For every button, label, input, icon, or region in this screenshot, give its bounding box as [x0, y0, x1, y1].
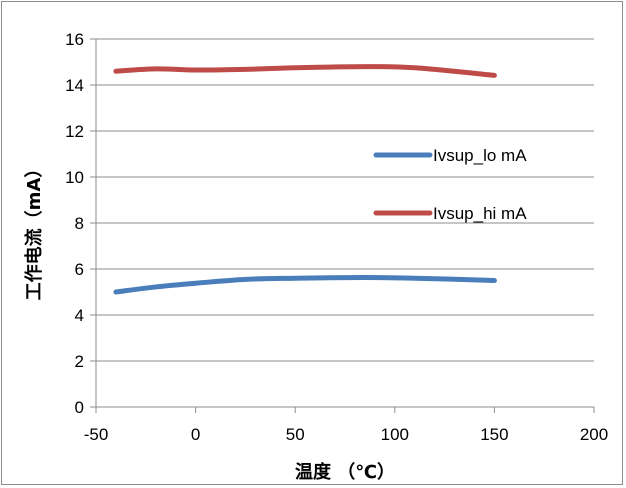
x-tick-label: -50: [84, 425, 109, 444]
y-tick-label: 14: [65, 76, 84, 95]
x-axis-title: 温度 （℃）: [295, 461, 395, 483]
y-tick-label: 12: [65, 122, 84, 141]
x-tick-label: 0: [191, 425, 200, 444]
x-tick-label: 200: [580, 425, 608, 444]
series-lines: [113, 64, 497, 295]
series-line-lo: [113, 275, 497, 295]
gridlines: [90, 38, 594, 408]
axes: [95, 39, 594, 408]
x-tick-label: 150: [480, 425, 508, 444]
series-line-hi: [113, 64, 497, 78]
y-tick-label: 16: [65, 30, 84, 49]
legend-label: Ivsup_hi mA: [433, 204, 527, 223]
x-tick-label: 100: [381, 425, 409, 444]
y-tick-label: 0: [75, 398, 84, 417]
y-tick-label: 6: [75, 260, 84, 279]
y-tick-label: 4: [75, 306, 84, 325]
x-tick-labels: -50 0 50 100 150 200: [84, 425, 608, 444]
y-tick-labels: 0 2 4 6 8 10 12 14 16: [65, 30, 84, 417]
y-tick-label: 8: [75, 214, 84, 233]
legend: Ivsup_lo mA Ivsup_hi mA: [373, 146, 527, 223]
legend-label: Ivsup_lo mA: [433, 146, 527, 165]
x-tick-marks: [95, 407, 595, 413]
y-tick-label: 2: [75, 352, 84, 371]
y-tick-label: 10: [65, 168, 84, 187]
y-axis-title: 工作电流（mA）: [23, 160, 45, 301]
x-tick-label: 50: [286, 425, 305, 444]
